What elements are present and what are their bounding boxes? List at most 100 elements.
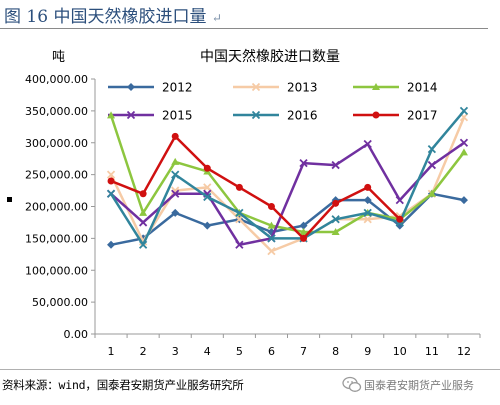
legend-item: 2014 xyxy=(353,81,438,95)
data-point xyxy=(106,189,116,198)
data-point xyxy=(138,218,148,227)
data-point xyxy=(364,183,372,191)
legend: 2012 2013 2014 2015 2016 2017 xyxy=(108,81,438,123)
data-point xyxy=(363,215,372,224)
x-tick-label: 7 xyxy=(300,345,307,358)
data-point xyxy=(267,221,276,229)
bottom-divider xyxy=(0,369,500,370)
data-point xyxy=(171,170,180,179)
data-point xyxy=(138,240,148,249)
y-tick-label: 300,000.00 xyxy=(25,137,88,150)
data-point xyxy=(300,234,308,242)
x-tick-label: 8 xyxy=(332,345,339,358)
series-line xyxy=(109,114,465,234)
series-line xyxy=(110,141,465,247)
legend-item: 2016 xyxy=(233,109,318,123)
x-tick-label: 1 xyxy=(108,345,115,358)
data-point xyxy=(139,190,147,198)
data-point xyxy=(139,208,148,216)
data-point xyxy=(171,157,180,165)
series-2017 xyxy=(107,132,404,242)
legend-marker xyxy=(126,110,136,120)
legend-label: 2016 xyxy=(287,109,318,123)
x-tick-label: 9 xyxy=(364,345,371,358)
data-point xyxy=(299,221,308,230)
y-tick-label: 400,000.00 xyxy=(25,73,88,86)
data-point xyxy=(107,111,116,119)
data-point xyxy=(107,177,115,185)
series-line xyxy=(109,116,466,253)
y-tick-label: 150,000.00 xyxy=(25,232,88,245)
data-point xyxy=(235,208,244,218)
legend-marker xyxy=(251,82,261,92)
legend-label: 2017 xyxy=(407,109,438,123)
series-layer xyxy=(106,106,469,256)
data-point xyxy=(459,148,468,156)
data-point xyxy=(299,228,308,235)
data-point xyxy=(235,240,244,249)
data-point xyxy=(332,199,340,207)
data-point xyxy=(459,106,469,116)
data-point xyxy=(171,189,180,198)
x-tick-label: 12 xyxy=(457,345,471,358)
y-tick-label: 50,000.00 xyxy=(32,296,88,309)
figure-title-prefix: 图 16 xyxy=(4,7,49,27)
data-point xyxy=(396,215,404,223)
x-tick-label: 6 xyxy=(268,345,275,358)
y-tick-label: 0.00 xyxy=(64,328,89,341)
data-point xyxy=(107,240,116,249)
data-point xyxy=(203,221,212,230)
x-tick-label: 10 xyxy=(393,345,407,358)
data-point xyxy=(459,196,468,205)
legend-label: 2012 xyxy=(162,81,193,95)
axes: 0.00 50,000.00 100,000.00 150,000.00 200,000… xyxy=(25,73,481,358)
data-point xyxy=(267,203,275,210)
data-point xyxy=(267,234,276,243)
y-tick-label: 350,000.00 xyxy=(25,105,88,118)
data-point xyxy=(203,192,212,202)
bullet-marker xyxy=(7,197,12,202)
data-point xyxy=(363,196,372,205)
data-point xyxy=(203,164,211,172)
data-point xyxy=(299,159,308,168)
data-point xyxy=(106,170,116,179)
data-point xyxy=(395,195,404,205)
data-point xyxy=(459,138,469,147)
legend-label: 2014 xyxy=(407,81,438,95)
data-point xyxy=(363,139,372,149)
y-tick-label: 250,000.00 xyxy=(25,169,88,182)
return-mark-icon: ↵ xyxy=(211,11,222,25)
watermark: 国泰君安期货产业服务 xyxy=(340,372,500,398)
data-point xyxy=(331,160,340,170)
legend-item: 2015 xyxy=(108,109,193,123)
watermark-text: 国泰君安期货产业服务 xyxy=(364,379,474,392)
legend-label: 2015 xyxy=(162,109,193,123)
chart-title: 中国天然橡胶进口数量 xyxy=(200,48,340,65)
figure-title-text: 中国天然橡胶进口量 xyxy=(53,7,207,27)
figure-title: 图 16 中国天然橡胶进口量 ↵ xyxy=(4,2,222,27)
x-tick-label: 4 xyxy=(204,345,211,358)
data-point xyxy=(171,208,180,217)
data-point xyxy=(427,144,437,154)
data-point xyxy=(171,132,179,140)
series-line xyxy=(110,135,401,240)
data-point xyxy=(331,228,340,235)
series-2014 xyxy=(107,111,468,235)
legend-item: 2013 xyxy=(233,81,318,95)
source-note: 资料来源：wind，国泰君安期货产业服务研究所 xyxy=(2,378,244,392)
data-point xyxy=(235,215,244,224)
chart: 中国天然橡胶进口数量 吨 0.00 50,000.00 100,000.00 150,… xyxy=(25,48,481,358)
legend-marker xyxy=(127,83,135,91)
data-point xyxy=(203,183,212,192)
legend-marker xyxy=(372,111,380,119)
legend-item: 2012 xyxy=(108,81,193,95)
data-point xyxy=(235,183,243,191)
wechat-icon xyxy=(342,376,362,392)
data-point xyxy=(267,246,276,256)
data-point xyxy=(363,208,372,218)
top-divider xyxy=(0,28,488,29)
data-point xyxy=(427,189,436,197)
y-axis-unit-label: 吨 xyxy=(52,50,65,65)
legend-label: 2013 xyxy=(287,81,318,95)
legend-item: 2017 xyxy=(353,109,438,123)
